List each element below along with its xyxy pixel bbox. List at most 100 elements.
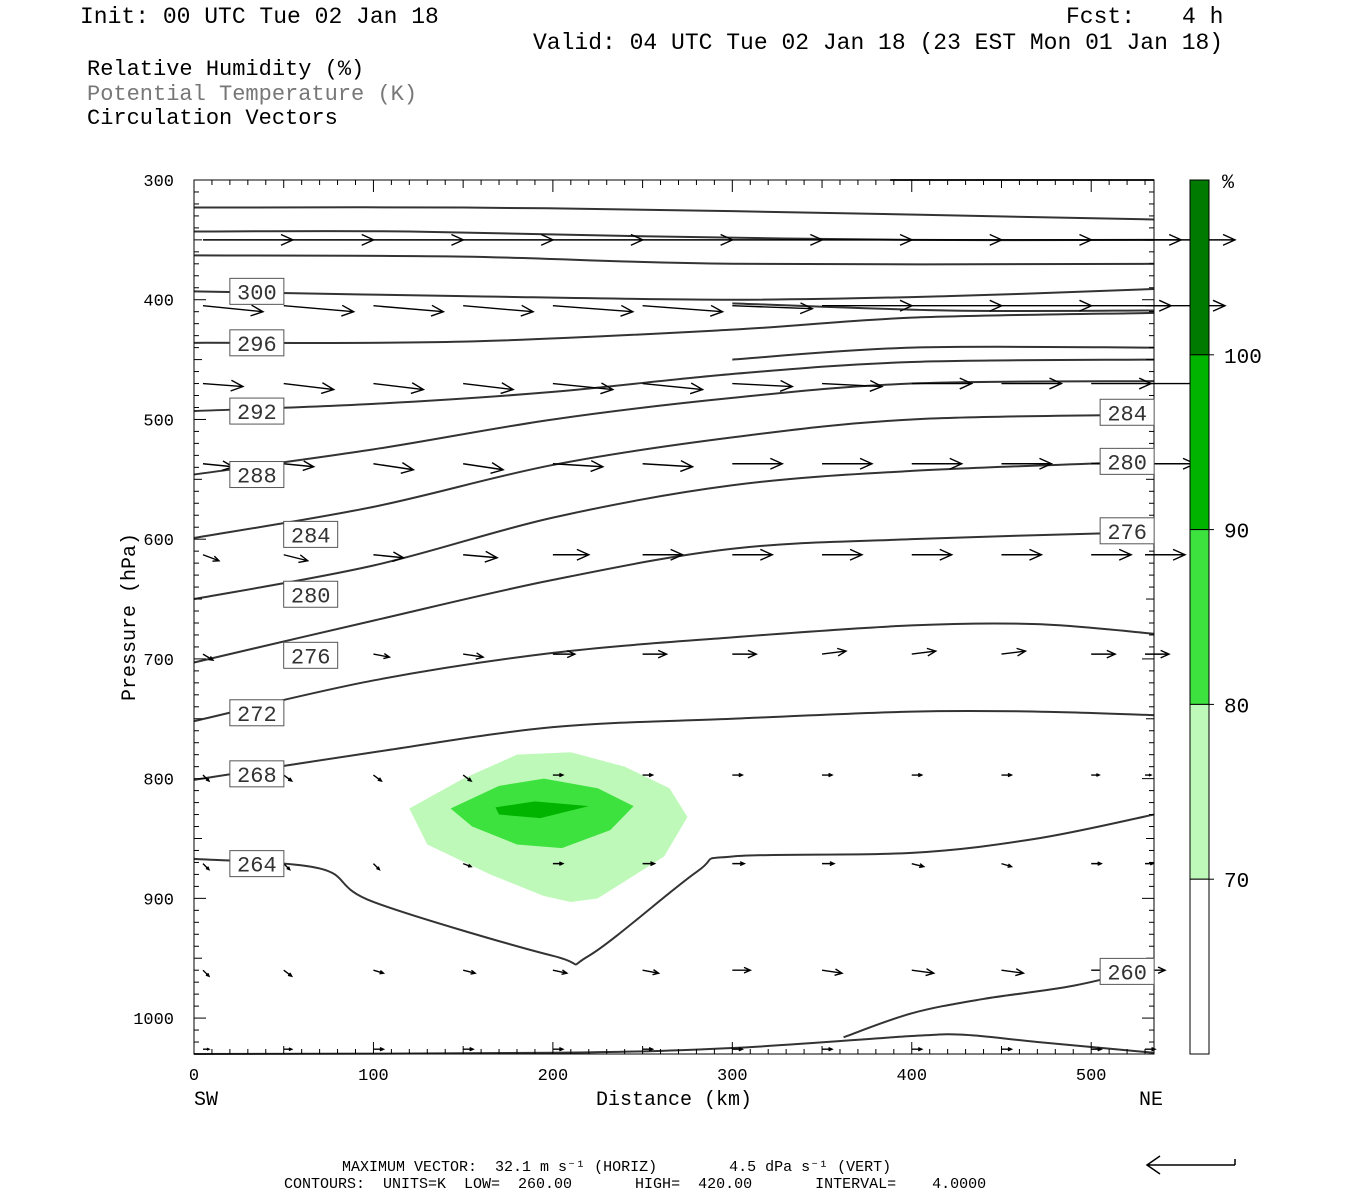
wind-vector (732, 379, 795, 392)
theta-contour-276 (193, 530, 1155, 664)
wind-vector (202, 554, 221, 562)
wind-vector (911, 548, 954, 561)
legend-circulation-vectors: Circulation Vectors (87, 106, 338, 131)
wind-vector (642, 772, 655, 778)
wind-vector (1091, 773, 1101, 777)
ne-label: NE (1139, 1089, 1163, 1112)
wind-vector (552, 650, 577, 659)
wind-vector (463, 304, 535, 317)
wind-vector (463, 550, 499, 563)
contour-label: 276 (291, 645, 331, 670)
x-tick-label: 500 (1076, 1067, 1107, 1086)
valid-time: Valid: 04 UTC Tue 02 Jan 18 (23 EST Mon … (533, 30, 1224, 56)
wind-vector (283, 304, 356, 317)
theta-contour-292 (193, 358, 1155, 413)
colorbar-unit: % (1222, 172, 1235, 195)
wind-vector (822, 457, 874, 470)
theta-contour-2 (193, 230, 1155, 242)
theta-contour-300 (193, 287, 1155, 301)
contour-label-box (229, 277, 285, 305)
footer-max-vector: MAXIMUM VECTOR: 32.1 m s⁻¹ (HORIZ) 4.5 d… (342, 1159, 892, 1176)
contour-label-box (1099, 957, 1155, 985)
forecast-hour: 4 h (1182, 4, 1224, 30)
x-tick-label: 0 (189, 1067, 199, 1086)
wind-vector (283, 1047, 294, 1052)
wind-vector (372, 863, 381, 871)
wind-vector (463, 382, 515, 395)
wind-vector (911, 968, 936, 977)
wind-vector (911, 862, 926, 869)
contour-label: 276 (1107, 521, 1147, 546)
contour-label-box (1099, 517, 1155, 545)
wind-vector (552, 460, 605, 473)
wind-vector (463, 233, 555, 246)
wind-vector (822, 548, 864, 561)
y-tick-label: 1000 (133, 1011, 174, 1030)
x-tick-label: 200 (538, 1067, 569, 1086)
theta-contour-1 (193, 206, 1155, 221)
forecast-label: Fcst: (1066, 4, 1136, 30)
contour-label-box (283, 641, 339, 669)
colorbar-segment (1189, 878, 1210, 1055)
wind-vector (911, 377, 974, 390)
wind-vector (552, 548, 591, 561)
y-tick-label: 900 (143, 891, 174, 910)
y-tick-label: 800 (143, 772, 174, 791)
wind-vector (911, 647, 938, 657)
contour-label-box (229, 850, 285, 878)
wind-vector (732, 457, 785, 470)
wind-vector (1091, 377, 1153, 390)
x-axis-title: Distance (km) (596, 1089, 752, 1112)
contour-label: 280 (291, 584, 331, 609)
sw-label: SW (194, 1089, 218, 1112)
wind-vector (373, 774, 383, 783)
rh-region-90 (495, 801, 589, 819)
contour-label: 264 (237, 854, 277, 879)
wind-vector (202, 304, 265, 317)
wind-vector (911, 772, 924, 778)
contour-labels: 300 296 292 288 284 284 280 280 276 276 272 268 264 2… (229, 277, 1155, 986)
wind-vector (1001, 862, 1014, 868)
wind-vector (1091, 1047, 1103, 1052)
wind-vector (373, 233, 466, 246)
contour-label-box (229, 760, 285, 788)
contour-label-box (1099, 447, 1155, 475)
wind-vector (1001, 457, 1054, 470)
wind-vector (821, 647, 848, 657)
wind-vector (911, 1047, 924, 1052)
wind-vector (1001, 299, 1094, 312)
colorbar-level-label: 100 (1224, 347, 1262, 370)
colorbar-level-label: 90 (1224, 522, 1249, 545)
wind-vector (1001, 1047, 1014, 1052)
wind-vector (373, 304, 446, 317)
contour-label-box (229, 397, 285, 425)
theta-contour-20 (193, 1033, 1155, 1055)
wind-vector (283, 233, 376, 246)
wind-vector (821, 968, 844, 976)
contour-label: 272 (237, 703, 277, 728)
contour-label: 260 (1107, 961, 1147, 986)
wind-vector (1001, 647, 1028, 657)
wind-vector (1145, 649, 1171, 659)
wind-vector (1091, 649, 1117, 659)
wind-vector (642, 649, 669, 659)
wind-vector (283, 774, 294, 783)
wind-vector (1001, 548, 1044, 561)
wind-vector (822, 233, 914, 246)
wind-vector (373, 462, 416, 474)
wind-vector (732, 1047, 745, 1052)
theta-contour-284 (193, 413, 1155, 539)
wind-vector (732, 233, 825, 246)
wind-vector (283, 969, 294, 978)
wind-vector (911, 457, 964, 470)
footer-contours: CONTOURS: UNITS=K LOW= 260.00 HIGH= 420.… (284, 1176, 987, 1193)
y-tick-label: 300 (143, 173, 174, 192)
relative-humidity-fill (409, 752, 688, 902)
wind-vector (822, 379, 884, 392)
theta-contour-7 (732, 345, 1155, 361)
wind-vector (822, 772, 834, 778)
wind-vector (642, 304, 725, 317)
wind-vector (642, 548, 685, 561)
wind-vector (642, 1047, 655, 1052)
x-tick-label: 100 (358, 1067, 389, 1086)
